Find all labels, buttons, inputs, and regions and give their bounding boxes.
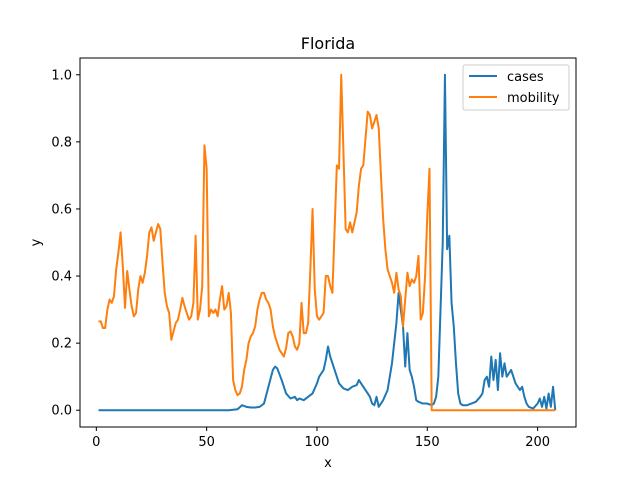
y-axis-label: y — [29, 238, 44, 246]
y-tick-label: 0.4 — [51, 270, 72, 285]
x-tick-label: 50 — [198, 435, 215, 450]
legend-label-mobility: mobility — [507, 91, 560, 106]
y-tick-label: 0.6 — [51, 202, 72, 217]
legend-label-cases: cases — [507, 70, 544, 85]
x-tick-label: 200 — [525, 435, 550, 450]
series-line-mobility — [98, 73, 556, 412]
legend: cases mobility — [462, 64, 570, 111]
x-tick-label: 0 — [92, 435, 100, 450]
plot-area — [79, 57, 577, 428]
x-tick-label: 150 — [415, 435, 440, 450]
x-axis-label: x — [324, 456, 332, 471]
x-axis-ticks: 0 50 100 150 200 — [92, 427, 550, 450]
series-line-cases — [98, 73, 557, 412]
series-layer — [98, 73, 557, 412]
y-tick-label: 0.0 — [51, 404, 72, 419]
y-tick-label: 1.0 — [51, 68, 72, 83]
y-tick-label: 0.2 — [51, 337, 72, 352]
chart-title: Florida — [301, 34, 355, 53]
axes-frame — [79, 57, 577, 428]
axes-background — [80, 58, 576, 427]
y-tick-label: 0.8 — [51, 135, 72, 150]
x-tick-label: 100 — [305, 435, 330, 450]
y-axis-ticks: 0.0 0.2 0.4 0.6 0.8 1.0 — [51, 68, 80, 419]
